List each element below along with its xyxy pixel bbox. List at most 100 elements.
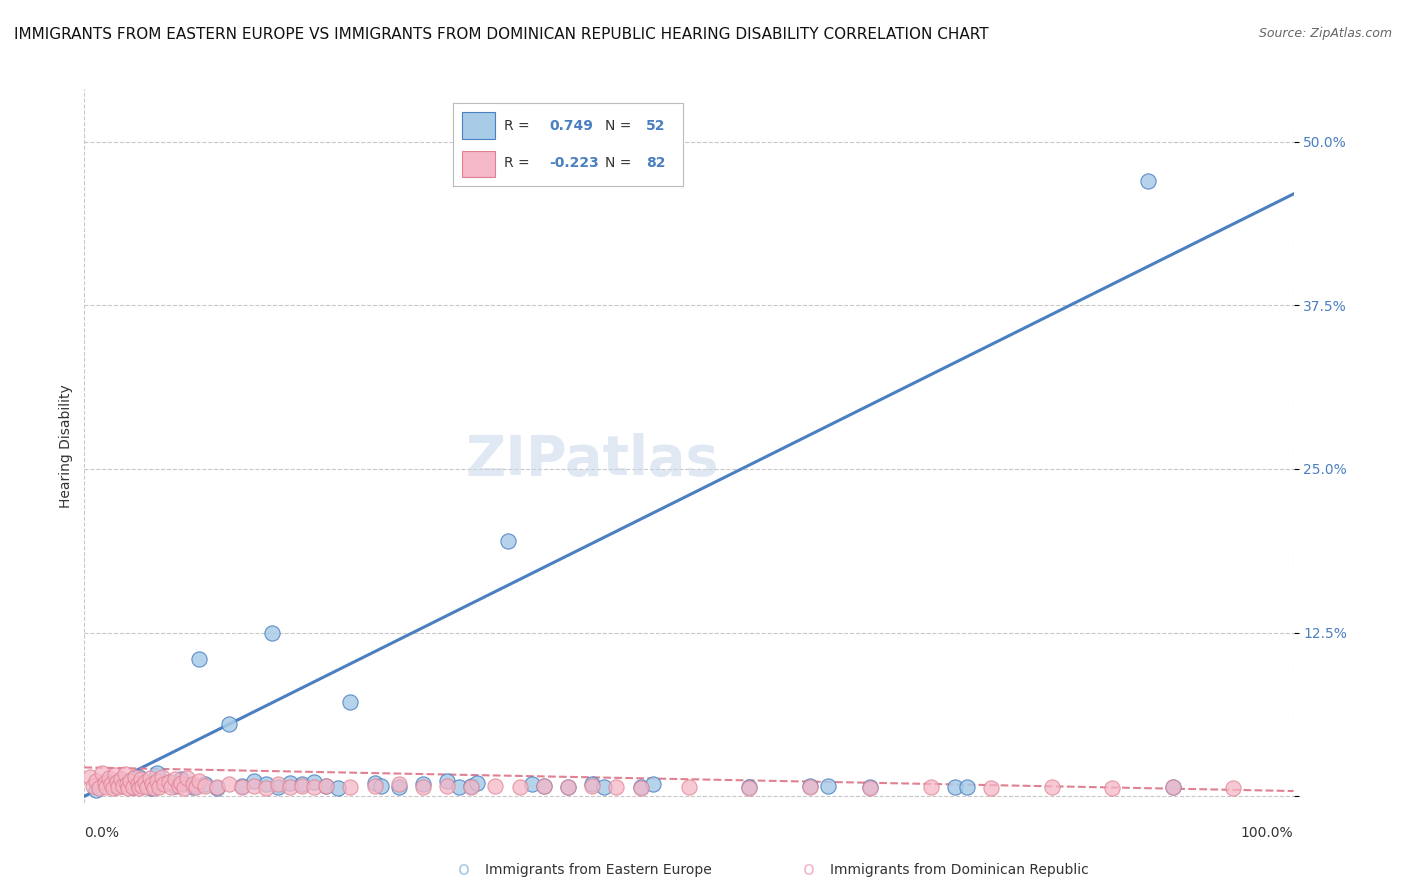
Point bbox=[581, 777, 603, 791]
Text: IMMIGRANTS FROM EASTERN EUROPE VS IMMIGRANTS FROM DOMINICAN REPUBLIC HEARING DIS: IMMIGRANTS FROM EASTERN EUROPE VS IMMIGR… bbox=[14, 27, 988, 42]
Point bbox=[94, 776, 117, 790]
Point bbox=[370, 779, 392, 793]
Point bbox=[593, 780, 616, 794]
Point bbox=[484, 779, 506, 793]
Point bbox=[412, 777, 434, 791]
Point bbox=[436, 779, 458, 793]
Point bbox=[436, 773, 458, 788]
Point bbox=[460, 780, 482, 794]
Point bbox=[449, 780, 471, 794]
Point bbox=[160, 780, 183, 794]
Point bbox=[138, 771, 160, 785]
Point bbox=[184, 780, 207, 794]
Point bbox=[105, 775, 128, 789]
Point bbox=[128, 781, 150, 796]
Point bbox=[170, 776, 193, 790]
Point bbox=[82, 779, 104, 793]
Point bbox=[738, 781, 761, 796]
Point bbox=[165, 779, 187, 793]
Point bbox=[188, 773, 211, 788]
Point bbox=[112, 779, 135, 793]
Point bbox=[146, 765, 169, 780]
Point bbox=[738, 780, 761, 794]
Point bbox=[141, 777, 163, 791]
Point bbox=[188, 652, 211, 666]
Point bbox=[97, 771, 120, 785]
Point bbox=[176, 771, 198, 785]
Point bbox=[291, 777, 314, 791]
Point bbox=[120, 773, 142, 788]
Point bbox=[315, 779, 337, 793]
Point bbox=[173, 781, 195, 796]
Point bbox=[134, 777, 156, 791]
Point bbox=[496, 533, 519, 548]
Point bbox=[557, 780, 579, 794]
Point bbox=[207, 781, 229, 796]
Point bbox=[100, 777, 122, 791]
Point bbox=[1137, 174, 1160, 188]
Point bbox=[110, 773, 132, 788]
Point bbox=[117, 781, 139, 796]
Point bbox=[97, 776, 120, 790]
Point bbox=[103, 781, 125, 796]
Point bbox=[167, 779, 190, 793]
Point bbox=[104, 768, 127, 782]
Point bbox=[388, 777, 411, 791]
Point bbox=[302, 780, 325, 794]
Point bbox=[1161, 780, 1184, 794]
Point bbox=[859, 781, 882, 796]
Point bbox=[121, 780, 143, 794]
Point bbox=[165, 772, 187, 787]
Point bbox=[859, 780, 882, 794]
Point bbox=[181, 780, 204, 794]
Point bbox=[328, 781, 350, 796]
Point bbox=[339, 780, 361, 794]
Point bbox=[557, 780, 579, 794]
Point bbox=[278, 780, 301, 794]
Point bbox=[153, 777, 176, 791]
Point bbox=[134, 775, 156, 789]
Point bbox=[980, 781, 1002, 796]
Point bbox=[630, 780, 652, 794]
Point bbox=[146, 773, 169, 788]
Point bbox=[129, 772, 152, 787]
Point bbox=[124, 770, 146, 784]
Point bbox=[339, 695, 361, 709]
Point bbox=[114, 767, 136, 781]
Point bbox=[139, 781, 162, 796]
Point bbox=[302, 775, 325, 789]
Point bbox=[231, 779, 253, 793]
Point bbox=[605, 780, 627, 794]
Text: o: o bbox=[803, 860, 814, 880]
Point bbox=[388, 780, 411, 794]
Point bbox=[520, 777, 543, 791]
Point bbox=[799, 780, 821, 794]
Point bbox=[218, 777, 240, 791]
Text: 100.0%: 100.0% bbox=[1241, 826, 1294, 840]
Point bbox=[86, 773, 108, 788]
Text: ZIPatlas: ZIPatlas bbox=[465, 434, 718, 487]
Point bbox=[194, 777, 217, 791]
Point bbox=[1040, 780, 1063, 794]
Point bbox=[278, 776, 301, 790]
Text: Source: ZipAtlas.com: Source: ZipAtlas.com bbox=[1258, 27, 1392, 40]
Point bbox=[1222, 781, 1244, 796]
Point bbox=[267, 780, 290, 794]
Point bbox=[136, 780, 159, 794]
Point bbox=[315, 779, 337, 793]
Point bbox=[254, 777, 277, 791]
Point bbox=[1101, 781, 1123, 796]
Point bbox=[157, 775, 180, 789]
Point bbox=[131, 779, 153, 793]
Point bbox=[79, 770, 101, 784]
Point bbox=[956, 780, 979, 794]
Point bbox=[267, 777, 290, 791]
Point bbox=[460, 779, 482, 793]
Point bbox=[110, 772, 132, 787]
Point bbox=[533, 779, 555, 793]
Point bbox=[115, 777, 138, 791]
Y-axis label: Hearing Disability: Hearing Disability bbox=[59, 384, 73, 508]
Point bbox=[94, 780, 117, 794]
Point bbox=[121, 780, 143, 794]
Point bbox=[467, 776, 489, 790]
